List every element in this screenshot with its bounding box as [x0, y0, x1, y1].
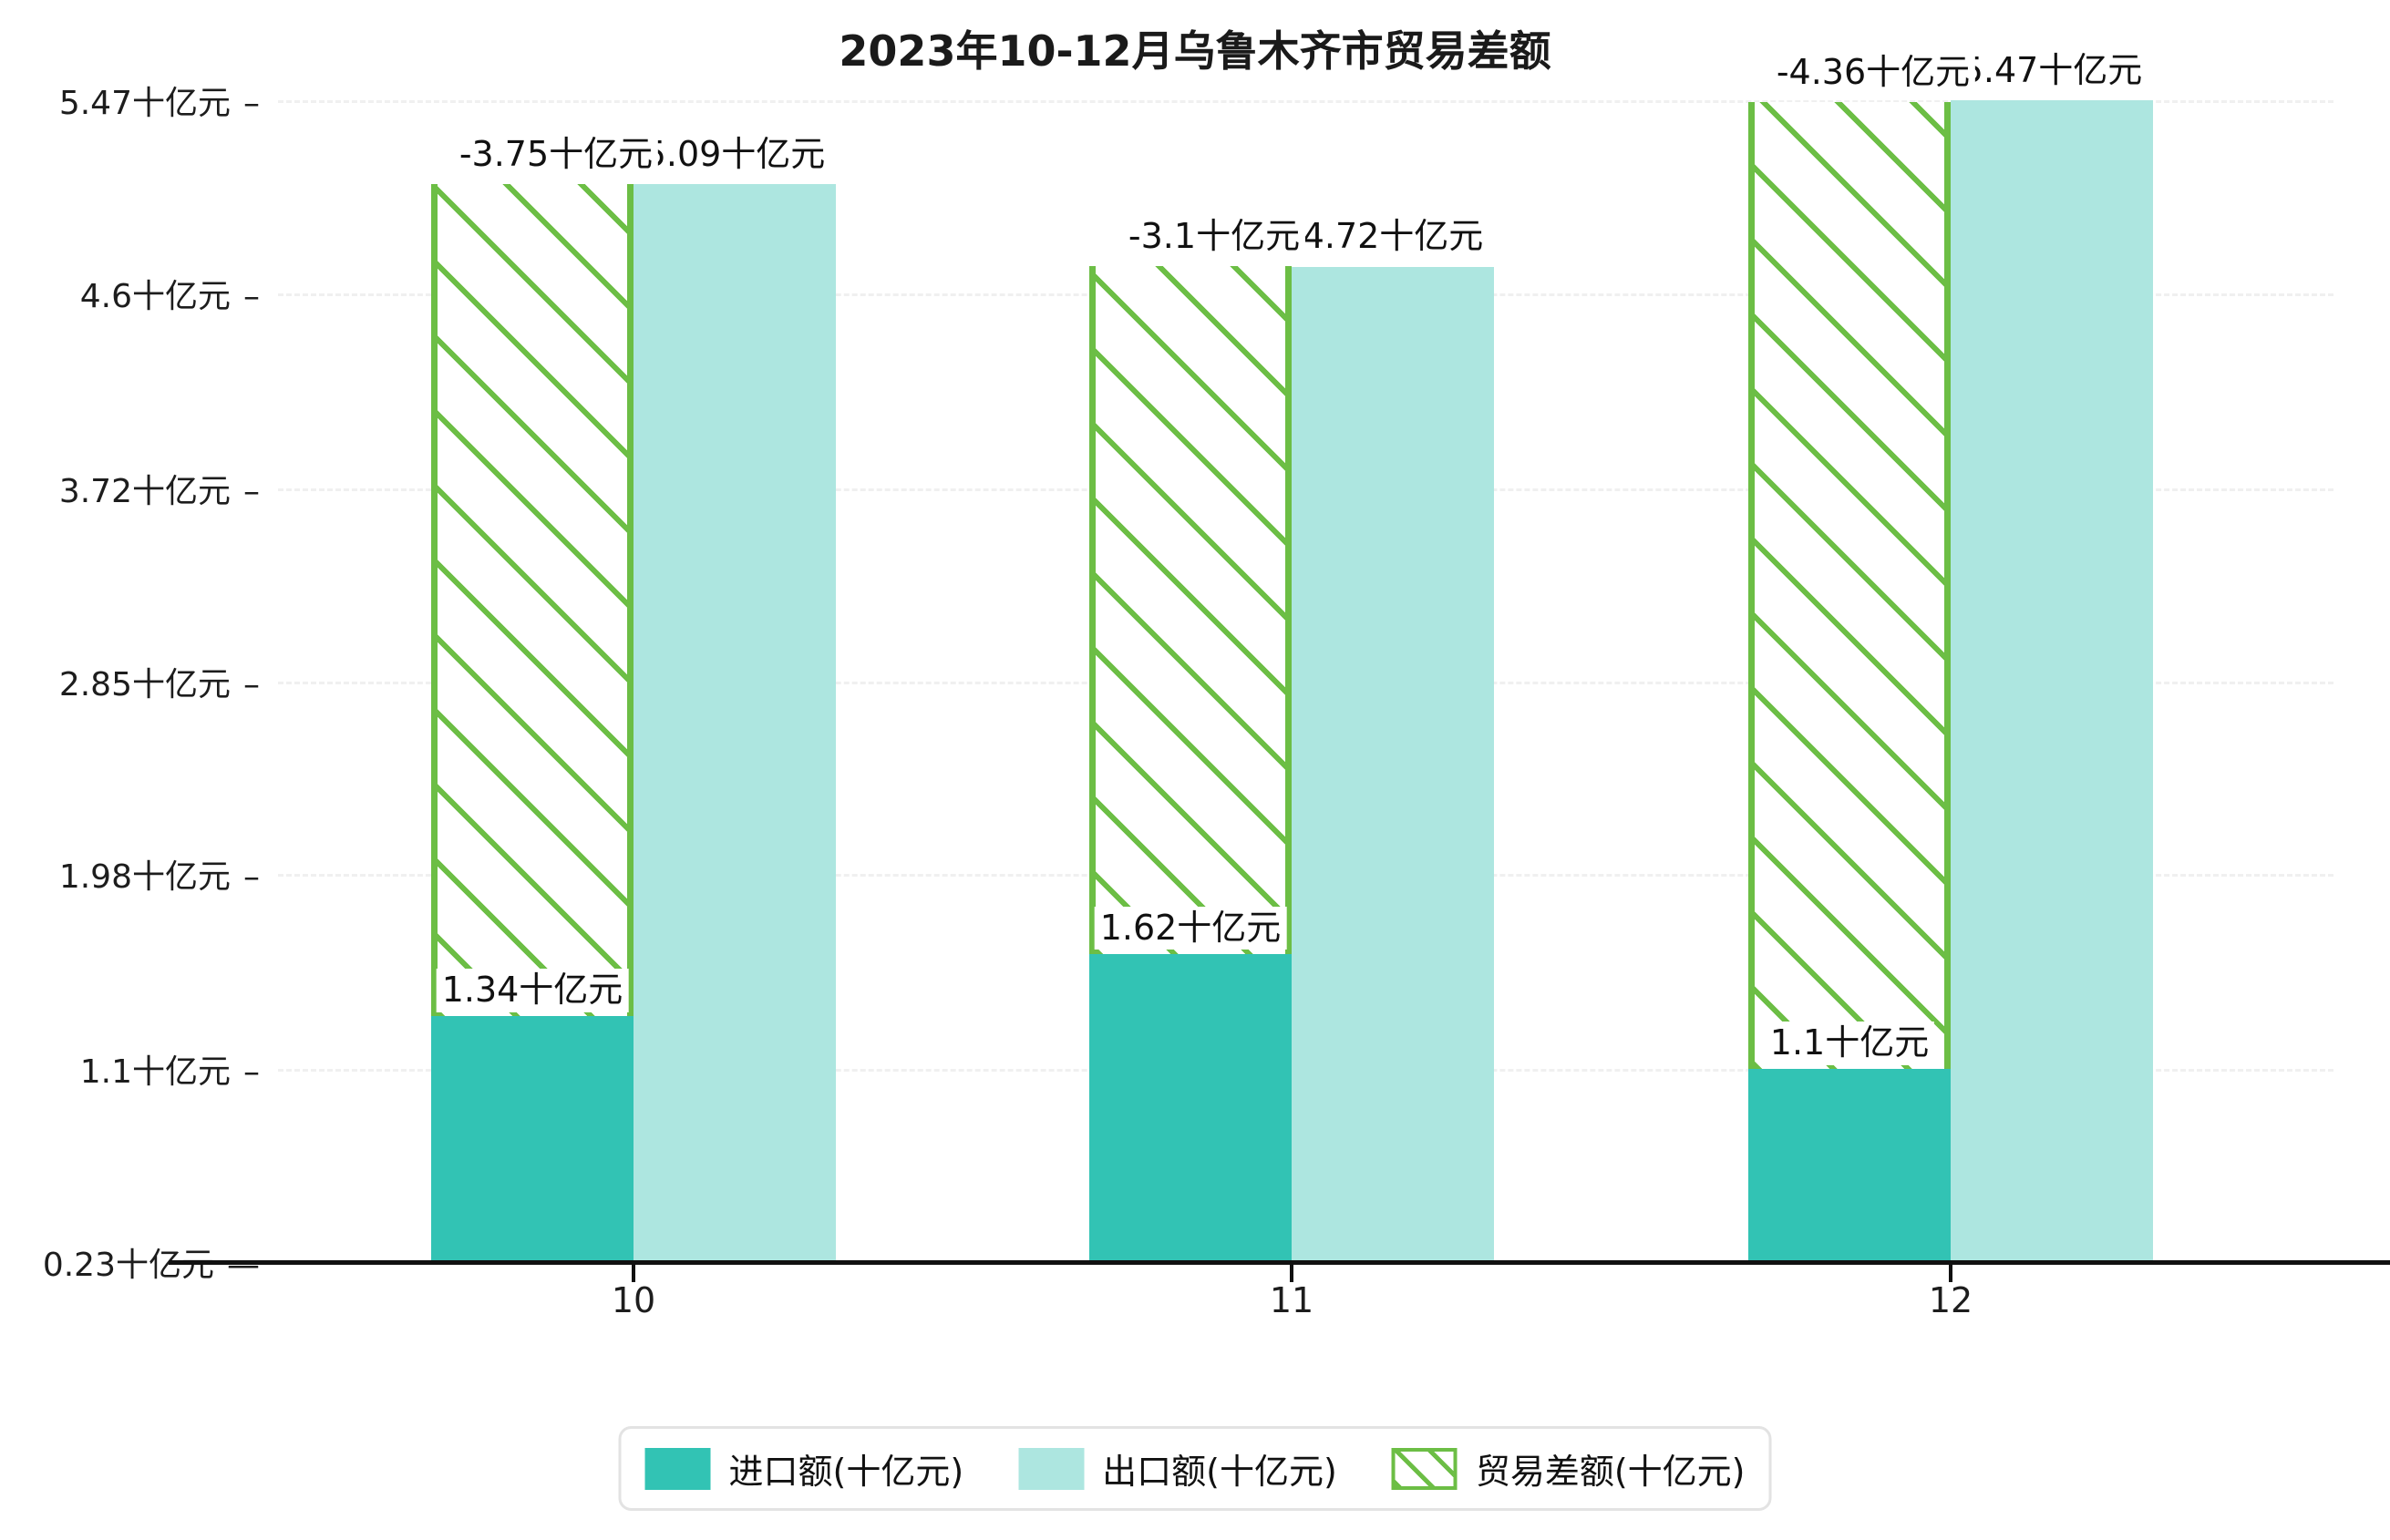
legend-label: 进口额(十亿元) [728, 1452, 964, 1492]
legend-label: 贸易差额(十亿元) [1475, 1452, 1746, 1492]
import-swatch-icon [644, 1447, 711, 1490]
chart-legend[interactable]: 进口额(十亿元) 出口额(十亿元) 贸易差额(十亿元) [618, 1426, 1772, 1511]
y-tick-mark: – [243, 1053, 260, 1092]
y-tick-text: 4.6十亿元 [79, 277, 231, 315]
value-label-export: 4.72十亿元 [1296, 215, 1489, 260]
y-tick-mark: – [243, 277, 260, 315]
y-axis-tick-label: 3.72十亿元 – [0, 465, 260, 512]
bar-trade-balance[interactable] [1748, 102, 1951, 1070]
y-axis-tick-label: 2.85十亿元 – [0, 658, 260, 705]
value-label-trade-balance: -4.36十亿元 [1770, 51, 1976, 96]
legend-item[interactable]: 进口额(十亿元) [644, 1443, 964, 1494]
y-tick-mark: — [227, 1247, 260, 1284]
chart-title: 2023年10-12月乌鲁木齐市贸易差额 [839, 26, 1551, 76]
legend-item[interactable]: 出口额(十亿元) [1018, 1443, 1337, 1494]
y-tick-mark: – [243, 665, 260, 703]
value-label-import: 1.34十亿元 [436, 968, 629, 1012]
y-tick-text: 2.85十亿元 [58, 665, 231, 703]
y-axis-tick-label: 5.47十亿元 – [0, 77, 260, 124]
value-label-trade-balance: -3.1十亿元 [1122, 215, 1306, 260]
balance-hatch-swatch-icon [1391, 1447, 1458, 1490]
value-label-import: 1.62十亿元 [1094, 906, 1287, 950]
y-axis-tick-label: 1.98十亿元 – [0, 850, 260, 898]
bar-import[interactable] [1748, 1069, 1951, 1262]
bar-export[interactable] [1951, 100, 2153, 1262]
value-label-export: 5.47十亿元 [1955, 49, 2148, 93]
bar-import[interactable] [431, 1015, 634, 1262]
y-axis-tick-label: 4.6十亿元 – [0, 270, 260, 317]
x-axis-tick-label: 11 [1269, 1280, 1314, 1320]
legend-item[interactable]: 贸易差额(十亿元) [1391, 1443, 1746, 1494]
y-tick-text: 0.23十亿元 [42, 1247, 214, 1284]
value-label-import: 1.1十亿元 [1764, 1022, 1935, 1065]
gridline [278, 100, 2333, 103]
x-axis-tick-mark [1290, 1262, 1293, 1282]
x-axis-tick-mark [632, 1262, 635, 1282]
y-tick-text: 5.47十亿元 [58, 85, 231, 122]
y-tick-text: 1.98十亿元 [58, 858, 231, 897]
x-axis-tick-label: 12 [1928, 1280, 1973, 1320]
x-axis-tick-label: 10 [611, 1280, 656, 1320]
legend-label: 出口额(十亿元) [1102, 1452, 1337, 1492]
bar-trade-balance[interactable] [431, 184, 634, 1016]
plot-area: 1.34十亿元 -3.75十亿元 5.09十亿元 1.62十亿元 -3.1十亿元 4.72… [169, 49, 2390, 1265]
export-swatch-icon [1018, 1447, 1085, 1490]
x-axis-tick-mark [1949, 1262, 1952, 1282]
bar-export[interactable] [634, 184, 836, 1262]
y-tick-mark: – [243, 85, 260, 122]
bar-import[interactable] [1089, 953, 1292, 1262]
bar-trade-balance[interactable] [1089, 266, 1292, 954]
y-tick-mark: – [243, 472, 260, 510]
y-tick-text: 1.1十亿元 [79, 1053, 231, 1092]
y-axis-tick-label: 1.1十亿元 – [0, 1045, 260, 1093]
y-axis-tick-label: 0.23十亿元 — [0, 1238, 260, 1286]
value-label-trade-balance: -3.75十亿元 [453, 133, 659, 178]
value-label-export: 5.09十亿元 [638, 133, 831, 178]
bar-export[interactable] [1292, 266, 1494, 1262]
y-tick-mark: – [243, 858, 260, 897]
y-tick-text: 3.72十亿元 [58, 472, 231, 510]
x-axis-line [169, 1260, 2390, 1265]
